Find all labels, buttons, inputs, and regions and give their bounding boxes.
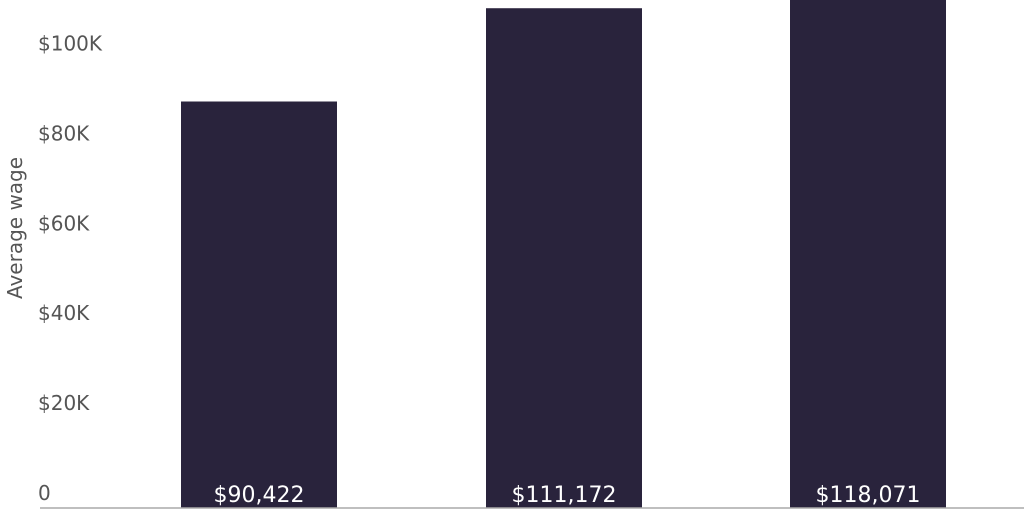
bars-group xyxy=(181,0,946,508)
bar xyxy=(181,101,337,508)
bar xyxy=(790,0,946,508)
y-tick-label: $20K xyxy=(38,391,90,415)
bar xyxy=(486,8,642,508)
y-tick-label: $100K xyxy=(38,31,103,55)
bar-value-label: $111,172 xyxy=(512,483,617,508)
value-labels-group: $90,422 $111,172 $118,071 xyxy=(214,483,921,508)
y-tick-label: $80K xyxy=(38,121,90,145)
bar-value-label: $90,422 xyxy=(214,483,305,508)
bar-value-label: $118,071 xyxy=(816,483,921,508)
y-axis-title: Average wage xyxy=(3,157,27,299)
y-tick-label: 0 xyxy=(38,481,51,505)
y-tick-labels-group: 0 $20K $40K $60K $80K $100K xyxy=(38,31,103,505)
y-tick-label: $60K xyxy=(38,211,90,235)
y-tick-label: $40K xyxy=(38,301,90,325)
